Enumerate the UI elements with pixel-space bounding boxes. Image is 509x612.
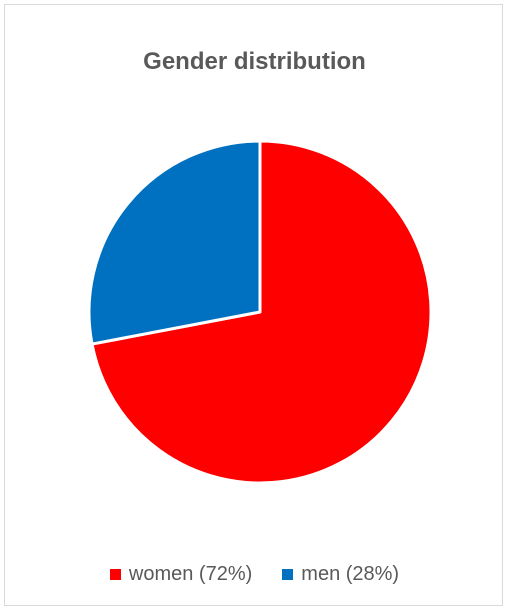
legend-label-men: men (28%) (301, 563, 400, 585)
legend-swatch-men (282, 569, 294, 580)
pie-slice-men (87, 139, 262, 346)
legend-swatch-women (109, 569, 121, 580)
legend-item-men: men (28%) (282, 563, 399, 586)
legend-item-women: women (72%) (109, 563, 253, 586)
legend-label-women: women (72%) (128, 563, 253, 585)
legend: women (72%) men (28%) (0, 563, 509, 586)
chart-title: Gender distribution (143, 48, 366, 75)
